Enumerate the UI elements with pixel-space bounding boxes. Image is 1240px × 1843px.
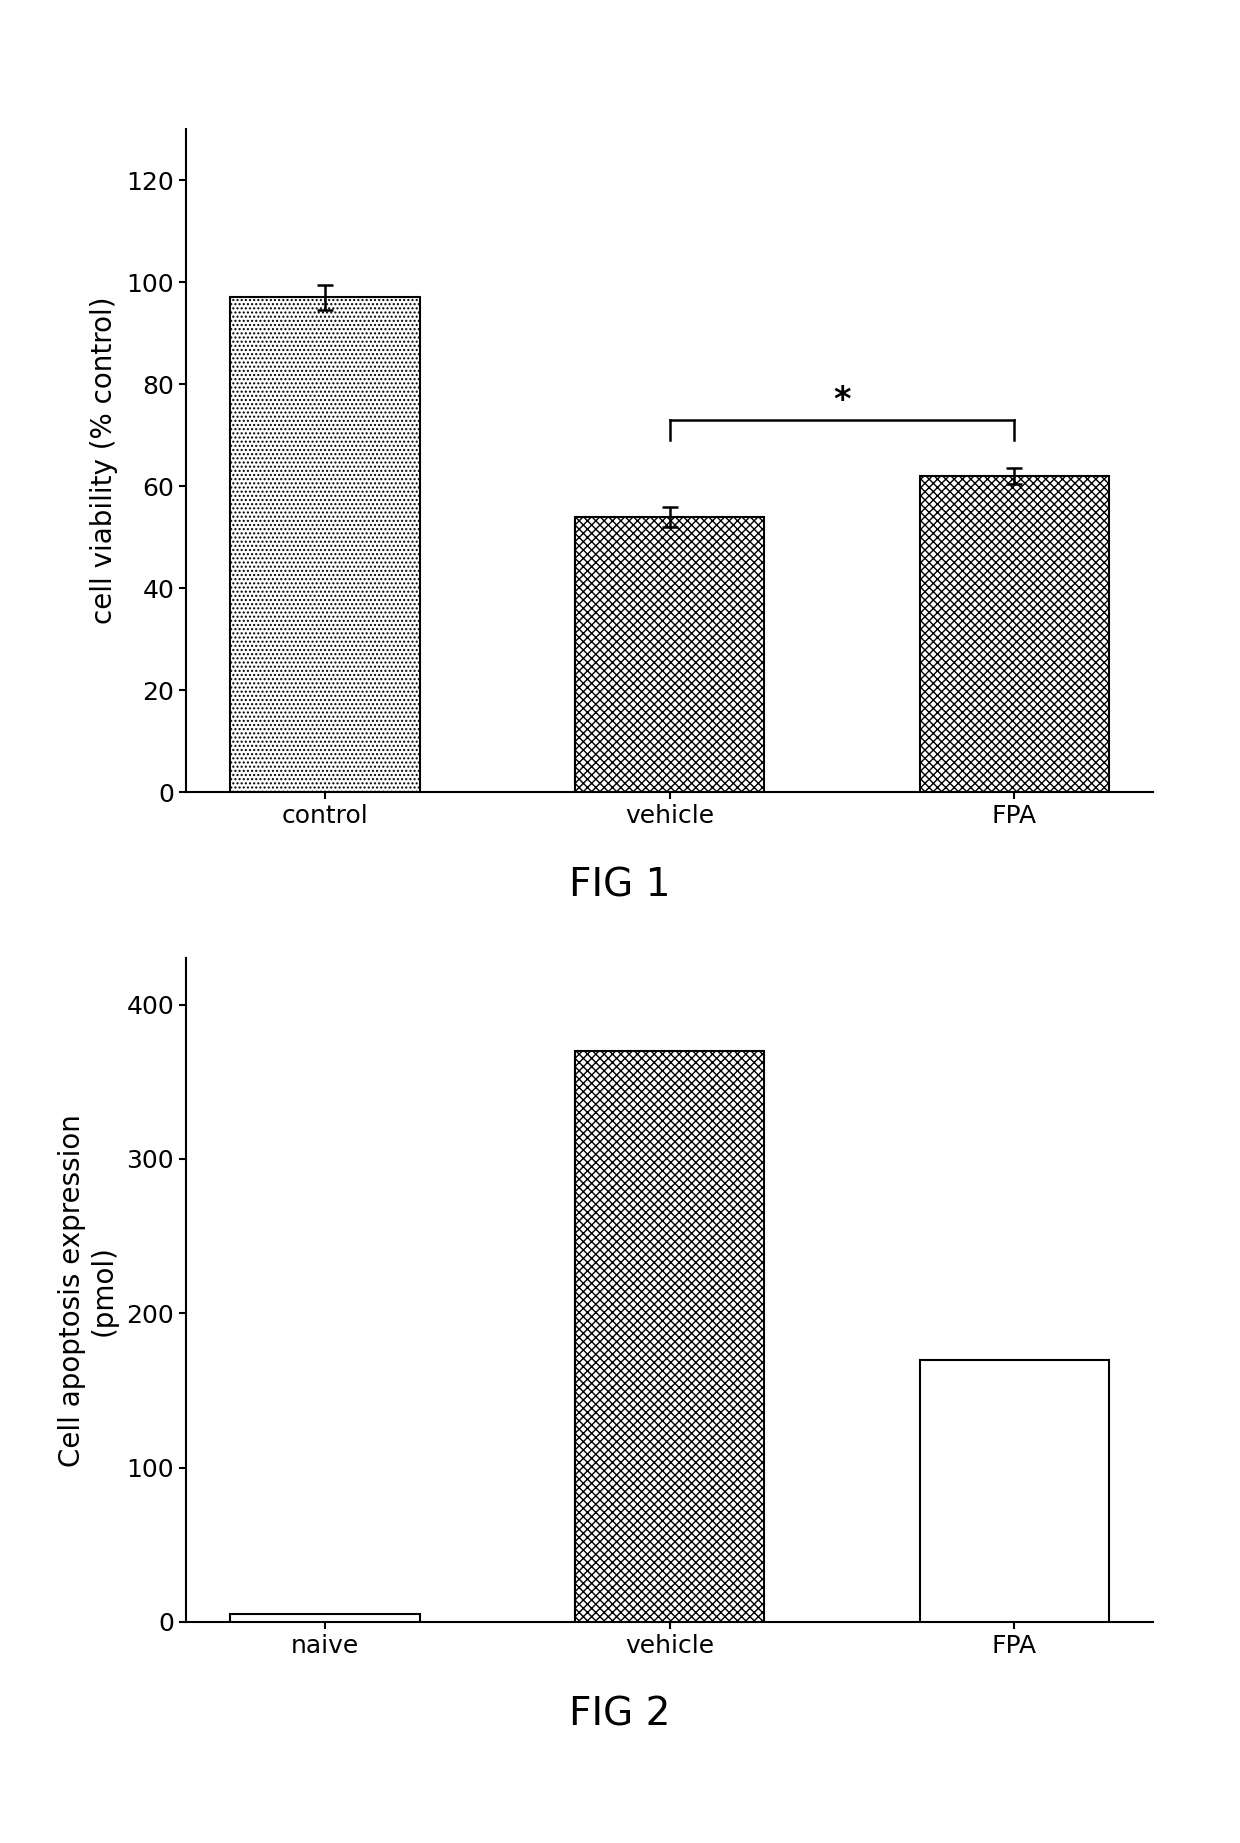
Text: FIG 2: FIG 2	[569, 1696, 671, 1734]
Bar	[229, 1614, 419, 1622]
Text: *: *	[833, 385, 851, 417]
Y-axis label: cell viability (% control): cell viability (% control)	[91, 297, 118, 625]
Bar	[575, 516, 764, 792]
Bar	[229, 297, 419, 792]
Y-axis label: Cell apoptosis expression
(pmol): Cell apoptosis expression (pmol)	[58, 1113, 118, 1467]
Bar	[920, 475, 1110, 792]
Bar	[920, 1360, 1110, 1622]
Bar	[575, 1051, 764, 1622]
Text: FIG 1: FIG 1	[569, 866, 671, 905]
